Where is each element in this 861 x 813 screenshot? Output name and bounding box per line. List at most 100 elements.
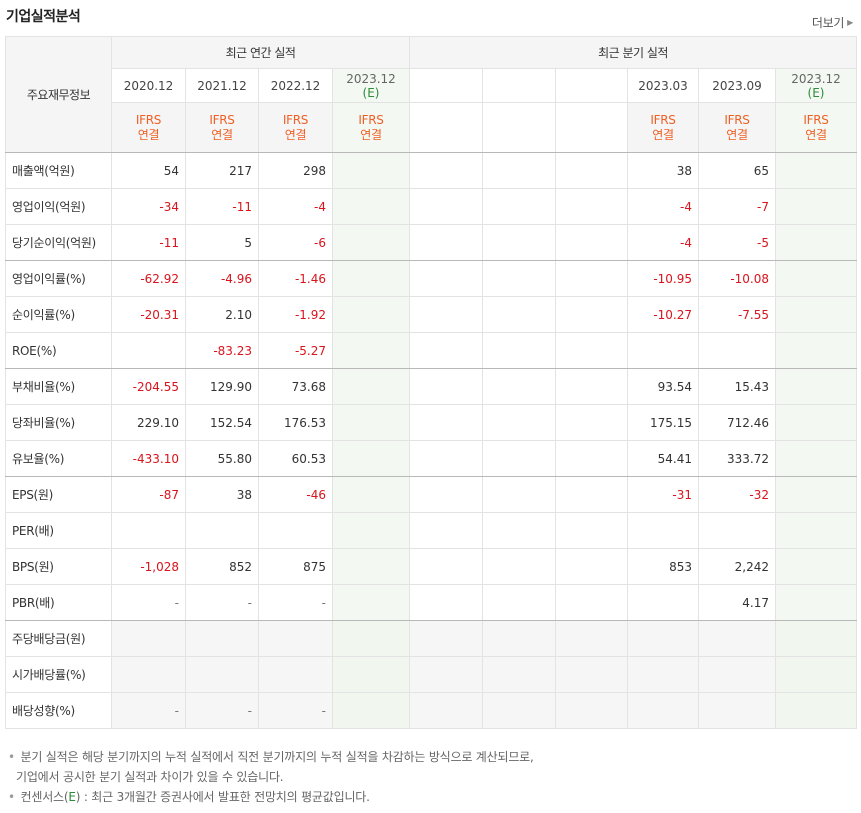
table-cell bbox=[409, 260, 483, 297]
table-row: 유보율(%) -433.10 55.80 60.53 54.41 333.72 bbox=[5, 440, 857, 477]
row-label: BPS(원) bbox=[5, 548, 112, 585]
table-cell bbox=[409, 584, 483, 621]
ifrs-label: IFRS 연결 bbox=[111, 102, 186, 153]
table-cell: 129.90 bbox=[185, 368, 259, 405]
table-cell: 298 bbox=[258, 152, 333, 189]
table-cell: 2,242 bbox=[698, 548, 776, 585]
table-cell bbox=[775, 224, 857, 261]
table-cell: - bbox=[185, 584, 259, 621]
table-cell bbox=[555, 692, 628, 729]
table-cell bbox=[332, 224, 410, 261]
table-cell bbox=[555, 188, 628, 225]
table-cell bbox=[332, 368, 410, 405]
table-cell: -4 bbox=[627, 224, 699, 261]
table-cell: -5 bbox=[698, 224, 776, 261]
table-cell: 55.80 bbox=[185, 440, 259, 477]
row-label: 시가배당률(%) bbox=[5, 656, 112, 693]
table-cell bbox=[698, 656, 776, 693]
table-cell bbox=[698, 620, 776, 657]
more-label: 더보기 bbox=[811, 16, 845, 30]
table-cell bbox=[332, 260, 410, 297]
ifrs-label bbox=[409, 102, 483, 153]
table-row: 주당배당금(원) bbox=[5, 620, 857, 657]
table-cell bbox=[555, 404, 628, 441]
table-row: 당기순이익(억원) -11 5 -6 -4 -5 bbox=[5, 224, 857, 261]
table-cell bbox=[482, 296, 556, 333]
table-cell: 152.54 bbox=[185, 404, 259, 441]
annual-group-header: 최근 연간 실적 bbox=[111, 36, 410, 69]
ifrs-label: IFRS 연결 bbox=[332, 102, 410, 153]
table-cell: -6 bbox=[258, 224, 333, 261]
table-cell bbox=[698, 332, 776, 369]
table-cell bbox=[332, 620, 410, 657]
table-cell bbox=[409, 224, 483, 261]
table-cell bbox=[409, 332, 483, 369]
row-label: 배당성향(%) bbox=[5, 692, 112, 729]
footnote-quarterly: • 분기 실적은 해당 분기까지의 누적 실적에서 직전 분기까지의 누적 실적… bbox=[8, 750, 534, 764]
table-cell bbox=[332, 512, 410, 549]
table-cell bbox=[775, 656, 857, 693]
row-label: PBR(배) bbox=[5, 584, 112, 621]
table-cell bbox=[555, 620, 628, 657]
table-row: 영업이익률(%) -62.92 -4.96 -1.46 -10.95 -10.08 bbox=[5, 260, 857, 297]
row-label: PER(배) bbox=[5, 512, 112, 549]
table-cell bbox=[332, 188, 410, 225]
table-cell bbox=[482, 332, 556, 369]
row-label: 영업이익률(%) bbox=[5, 260, 112, 297]
table-row: 영업이익(억원) -34 -11 -4 -4 -7 bbox=[5, 188, 857, 225]
annual-period-header: 2022.12 bbox=[258, 68, 333, 103]
table-cell: -10.95 bbox=[627, 260, 699, 297]
table-cell bbox=[482, 584, 556, 621]
quarter-period-header: 2023.12 (E) bbox=[775, 68, 857, 103]
table-cell bbox=[332, 692, 410, 729]
table-cell: - bbox=[185, 692, 259, 729]
table-cell: -11 bbox=[185, 188, 259, 225]
table-cell bbox=[627, 332, 699, 369]
table-cell bbox=[185, 620, 259, 657]
table-cell bbox=[332, 440, 410, 477]
table-cell bbox=[332, 656, 410, 693]
row-label: 매출액(억원) bbox=[5, 152, 112, 189]
table-cell: 217 bbox=[185, 152, 259, 189]
table-cell bbox=[555, 260, 628, 297]
table-cell bbox=[775, 332, 857, 369]
ifrs-label: IFRS 연결 bbox=[627, 102, 699, 153]
row-label: 주당배당금(원) bbox=[5, 620, 112, 657]
table-cell bbox=[775, 584, 857, 621]
ifrs-label bbox=[482, 102, 556, 153]
table-cell: 333.72 bbox=[698, 440, 776, 477]
table-cell bbox=[332, 584, 410, 621]
table-cell: 712.46 bbox=[698, 404, 776, 441]
ifrs-label bbox=[555, 102, 628, 153]
table-cell bbox=[555, 512, 628, 549]
table-cell: 65 bbox=[698, 152, 776, 189]
quarter-period-header bbox=[482, 68, 556, 103]
table-cell: -7 bbox=[698, 188, 776, 225]
ifrs-label: IFRS 연결 bbox=[775, 102, 857, 153]
table-cell: 175.15 bbox=[627, 404, 699, 441]
table-cell: - bbox=[258, 692, 333, 729]
table-cell bbox=[627, 584, 699, 621]
table-cell: -31 bbox=[627, 476, 699, 513]
table-cell bbox=[482, 476, 556, 513]
footnote-quarterly-cont: 기업에서 공시한 분기 실적과 차이가 있을 수 있습니다. bbox=[16, 770, 284, 784]
table-cell bbox=[775, 512, 857, 549]
table-cell bbox=[409, 620, 483, 657]
table-cell: 15.43 bbox=[698, 368, 776, 405]
table-row: 배당성향(%) - - - bbox=[5, 692, 857, 729]
table-cell bbox=[409, 656, 483, 693]
table-cell bbox=[482, 620, 556, 657]
annual-period-header: 2023.12 (E) bbox=[332, 68, 410, 103]
table-cell: - bbox=[111, 692, 186, 729]
table-cell bbox=[482, 548, 556, 585]
table-cell bbox=[555, 476, 628, 513]
quarter-period-header bbox=[409, 68, 483, 103]
table-cell: -34 bbox=[111, 188, 186, 225]
more-link[interactable]: 더보기 ▶ bbox=[812, 14, 853, 31]
table-cell bbox=[185, 512, 259, 549]
table-row: ROE(%) -83.23 -5.27 bbox=[5, 332, 857, 369]
quarter-period-header: 2023.09 bbox=[698, 68, 776, 103]
table-cell bbox=[482, 152, 556, 189]
table-cell bbox=[409, 188, 483, 225]
row-label: 순이익률(%) bbox=[5, 296, 112, 333]
